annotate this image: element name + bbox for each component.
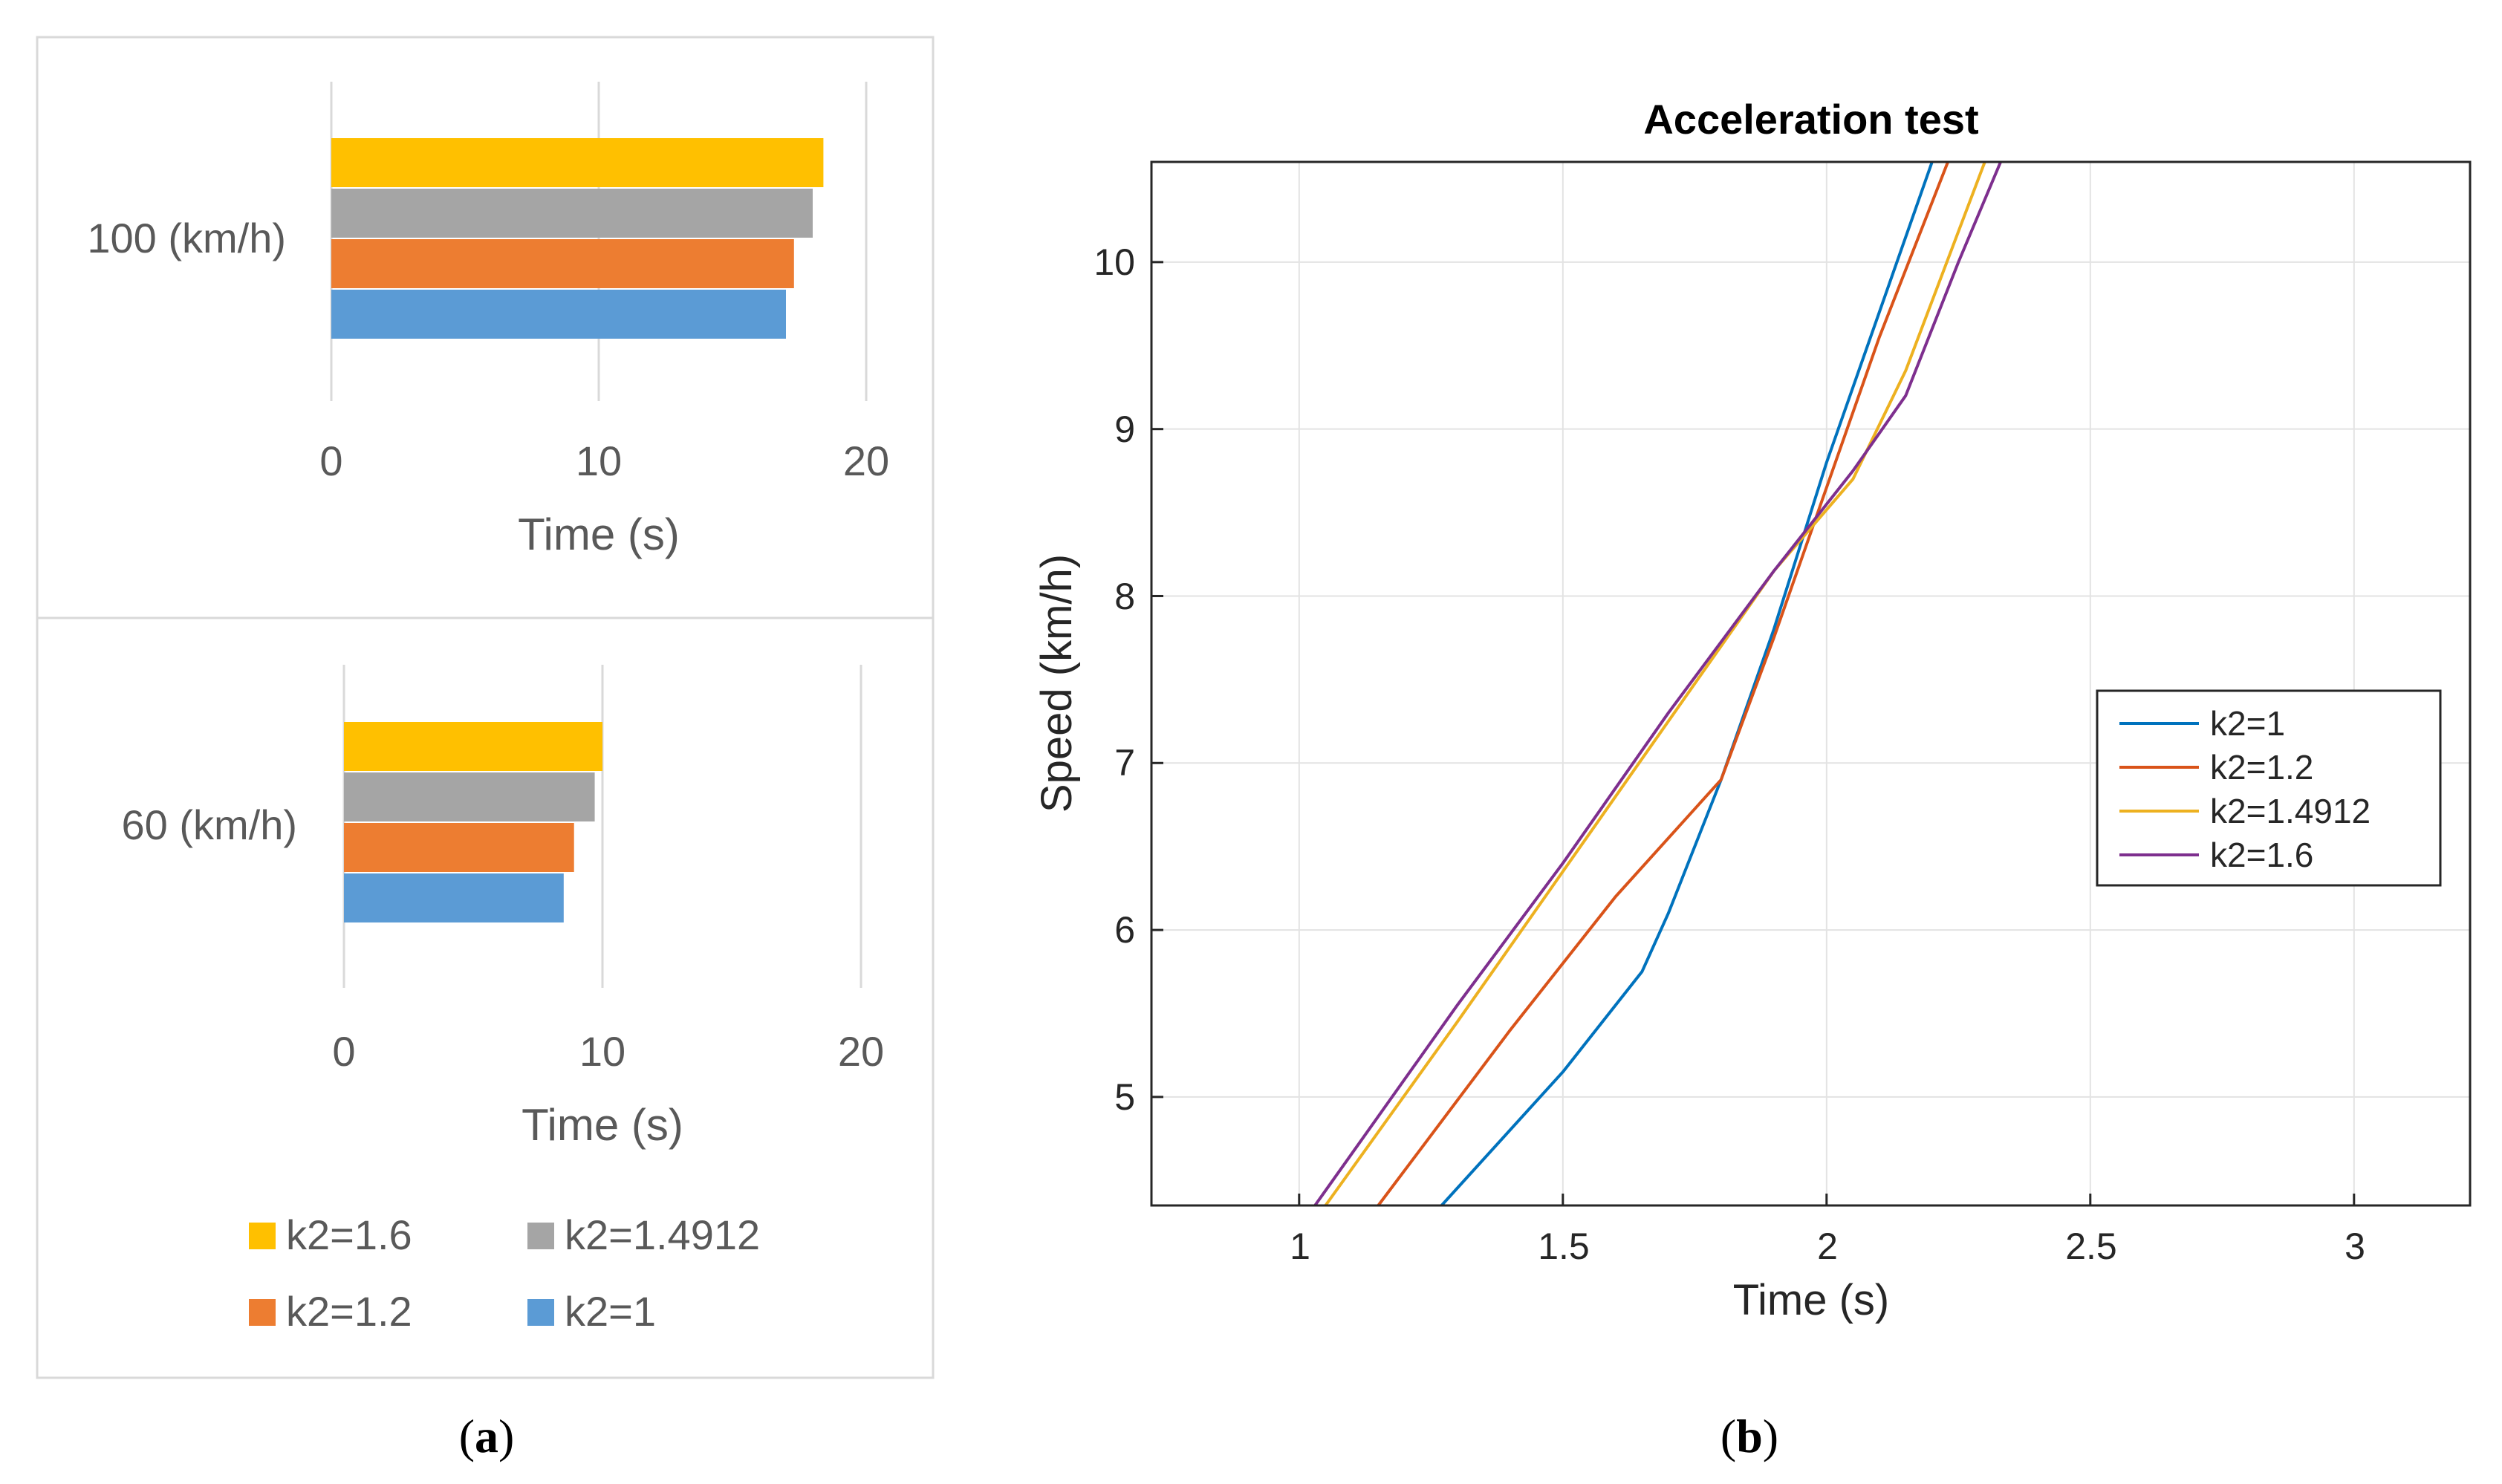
legend-swatch bbox=[249, 1223, 276, 1249]
tick-label-x-20: 20 bbox=[838, 1028, 884, 1075]
tick-label-x-10: 10 bbox=[576, 437, 622, 484]
tick-label-x: 2.5 bbox=[2065, 1226, 2117, 1267]
x-tick-labels: 1 1.5 2 2.5 3 bbox=[1290, 1226, 2365, 1267]
tick-label-x: 1.5 bbox=[1538, 1226, 1590, 1267]
tick-label-x: 1 bbox=[1290, 1226, 1310, 1267]
tick-label-x-10: 10 bbox=[579, 1028, 626, 1075]
bar-k2-1-6 bbox=[344, 722, 602, 771]
legend-label: k2=1 bbox=[2210, 704, 2285, 743]
legend-swatch bbox=[527, 1223, 554, 1249]
plot-frame bbox=[1150, 160, 2472, 1207]
panel-a: 100 (km/h) 0 10 20 Time (s) 60 (km/h) 0 … bbox=[36, 36, 935, 1462]
y-tick-labels: 5 6 7 8 9 10 bbox=[1094, 241, 1135, 1118]
caption-b: (b) bbox=[1720, 1410, 1778, 1462]
legend-label: k2=1.2 bbox=[2210, 748, 2313, 787]
bar-k2-1-2 bbox=[344, 823, 574, 872]
legend-label: k2=1.6 bbox=[286, 1211, 412, 1258]
x-axis-label: Time (s) bbox=[521, 1100, 683, 1150]
tick-label-x: 3 bbox=[2345, 1226, 2365, 1267]
chart-title: Acceleration test bbox=[1643, 96, 1978, 143]
tick-label-y: 6 bbox=[1114, 909, 1135, 951]
x-axis-label: Time (s) bbox=[518, 510, 680, 559]
legend-b: k2=1 k2=1.2 k2=1.4912 k2=1.6 bbox=[2096, 689, 2442, 887]
series-line-k2-1-4912 bbox=[1324, 161, 1986, 1207]
bar-k2-1-4912 bbox=[331, 189, 813, 238]
tick-label-x-0: 0 bbox=[319, 437, 342, 484]
series-line-k2-1-2 bbox=[1377, 161, 1949, 1207]
caption-a-letter: a bbox=[475, 1410, 498, 1462]
category-label-60: 60 (km/h) bbox=[122, 801, 298, 848]
legend-a: k2=1.6 k2=1.4912 k2=1.2 k2=1 bbox=[249, 1211, 760, 1335]
bar-k2-1 bbox=[331, 290, 786, 339]
legend-label: k2=1.2 bbox=[286, 1288, 412, 1335]
x-axis-label: Time (s) bbox=[1733, 1276, 1889, 1324]
legend-label: k2=1.6 bbox=[2210, 836, 2313, 874]
tick-label-x-0: 0 bbox=[332, 1028, 355, 1075]
bar-chart-60: 60 (km/h) 0 10 20 Time (s) bbox=[122, 665, 884, 1150]
bar-k2-1-2 bbox=[331, 239, 794, 288]
tick-label-y: 5 bbox=[1114, 1076, 1135, 1118]
legend-label: k2=1.4912 bbox=[565, 1211, 760, 1258]
panel-b: Acceleration test 5 6 7 8 9 10 1 1.5 2 2… bbox=[1033, 96, 2472, 1462]
tick-label-y: 7 bbox=[1114, 742, 1135, 784]
plot-area bbox=[1151, 162, 2470, 1205]
y-axis-label: Speed (km/h) bbox=[1033, 554, 1081, 813]
legend-swatch bbox=[527, 1299, 554, 1326]
bar-chart-100: 100 (km/h) 0 10 20 Time (s) bbox=[87, 82, 889, 559]
tick-label-x: 2 bbox=[1817, 1226, 1838, 1267]
legend-swatch bbox=[249, 1299, 276, 1326]
tick-label-x-20: 20 bbox=[843, 437, 889, 484]
caption-a: (a) bbox=[459, 1410, 515, 1462]
tick-label-y: 9 bbox=[1114, 409, 1135, 450]
tick-label-y: 10 bbox=[1094, 241, 1135, 283]
legend-label: k2=1 bbox=[565, 1288, 656, 1335]
category-label-100: 100 (km/h) bbox=[87, 215, 286, 261]
bar-k2-1 bbox=[344, 873, 564, 922]
caption-b-letter: b bbox=[1736, 1410, 1763, 1462]
bar-k2-1-4912 bbox=[344, 772, 595, 821]
legend-label: k2=1.4912 bbox=[2210, 792, 2371, 830]
tick-label-y: 8 bbox=[1114, 576, 1135, 617]
series-line-k2-1-6 bbox=[1313, 161, 2002, 1207]
bar-k2-1-6 bbox=[331, 138, 824, 187]
